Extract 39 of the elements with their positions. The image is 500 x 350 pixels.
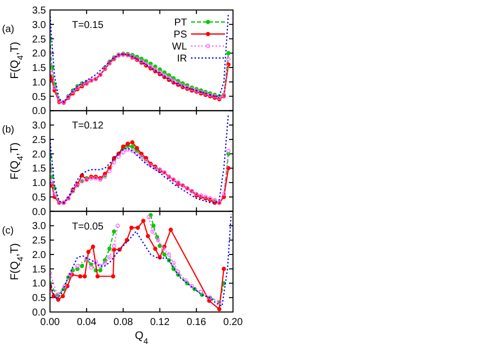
y-tick-label: 3.5 <box>32 6 46 16</box>
y-tick-label: 2.0 <box>32 250 46 261</box>
y-tick-label: 1.0 <box>32 178 46 190</box>
x-tick-label: 0.16 <box>186 317 207 328</box>
x-tick-label: 0.12 <box>150 317 170 328</box>
x-tick-label: 0.00 <box>40 317 60 328</box>
y-tick-label: 3.0 <box>32 20 46 31</box>
y-tick-label: 2.5 <box>32 34 46 46</box>
legend-label: IR <box>177 54 187 64</box>
legend-label: PS <box>174 30 188 40</box>
y-tick-label: 2.5 <box>32 134 46 146</box>
y-tick-label: 3.0 <box>32 221 46 232</box>
legend-label: WL <box>172 42 188 52</box>
y-tick-label: 1.0 <box>32 278 46 290</box>
x-tick-label: 0.08 <box>113 317 134 328</box>
y-tick-label: 0.0 <box>32 106 46 118</box>
y-tick-label: 1.5 <box>32 63 46 74</box>
annotation: T=0.12 <box>72 120 104 132</box>
y-tick-label: 0.0 <box>32 206 46 218</box>
y-tick-label: 2.5 <box>32 236 46 247</box>
x-tick-label: 0.04 <box>76 317 97 328</box>
annotation: T=0.05 <box>72 221 104 232</box>
y-tick-label: 0.0 <box>32 308 46 318</box>
text: (a) <box>2 24 14 35</box>
y-tick-label: 3.0 <box>32 120 46 132</box>
y-tick-label: 0.5 <box>32 192 46 204</box>
x-axis-title: Q$_{4}$ <box>134 330 148 346</box>
legend-label: PT <box>174 18 187 28</box>
annotation: T=0.15 <box>72 20 104 31</box>
text: (c) <box>2 225 14 236</box>
y-tick-label: 1.0 <box>32 77 46 88</box>
x-tick-label: 0.20 <box>223 317 244 328</box>
y-tick-label: 2.0 <box>32 149 46 160</box>
y-tick-label: 2.0 <box>32 48 46 60</box>
y-tick-label: 0.5 <box>32 293 46 304</box>
y-tick-label: 1.5 <box>32 264 46 276</box>
y-tick-label: 1.5 <box>32 164 46 175</box>
y-tick-label: 0.5 <box>32 92 46 103</box>
text: (b) <box>2 124 14 136</box>
